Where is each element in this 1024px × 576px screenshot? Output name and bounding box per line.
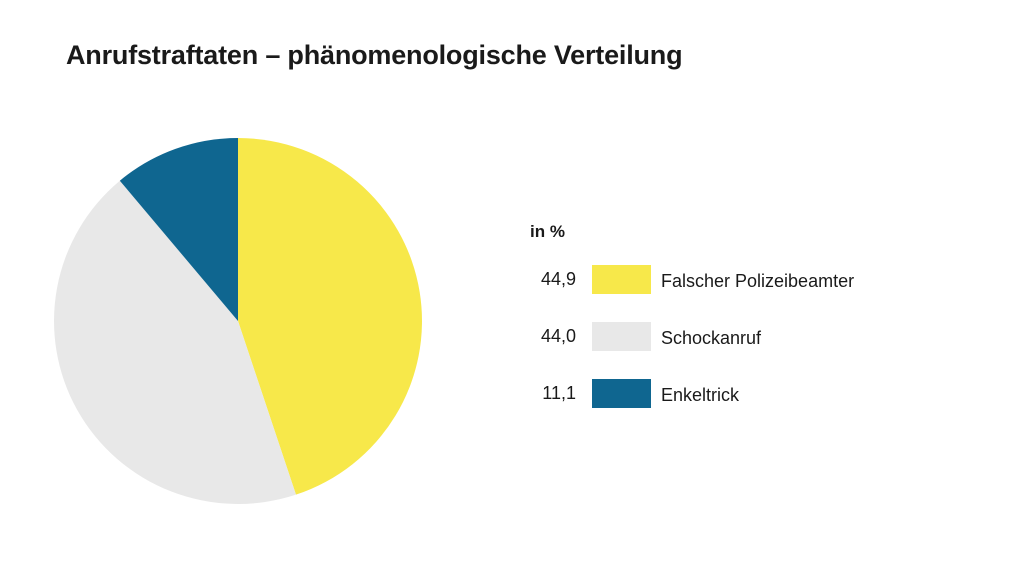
pie-slice-schockanruf — [54, 180, 296, 504]
legend-value: 44,0 — [540, 326, 576, 346]
legend-label: Enkeltrick — [661, 385, 740, 405]
pie-slice-falscher-polizeibeamter — [238, 138, 422, 495]
pie-slice-enkeltrick — [119, 138, 238, 321]
legend-swatch — [592, 379, 651, 408]
pie-chart — [54, 138, 422, 504]
legend-label: Schockanruf — [661, 328, 762, 348]
pie-slices — [54, 138, 422, 504]
legend-item-schockanruf: 44,0 Schockanruf — [520, 322, 940, 352]
legend-swatch — [592, 322, 651, 351]
legend-value: 44,9 — [540, 269, 576, 289]
legend-unit-label: in % — [530, 222, 565, 241]
chart-title: Anrufstraftaten – phänomenologische Vert… — [66, 40, 683, 70]
legend-item-enkeltrick: 11,1 Enkeltrick — [520, 379, 940, 409]
legend-item-falscher-polizeibeamter: 44,9 Falscher Polizeibeamter — [520, 265, 940, 295]
legend-value: 11,1 — [542, 383, 576, 403]
legend-label: Falscher Polizeibeamter — [661, 271, 855, 291]
legend-swatch — [592, 265, 651, 294]
